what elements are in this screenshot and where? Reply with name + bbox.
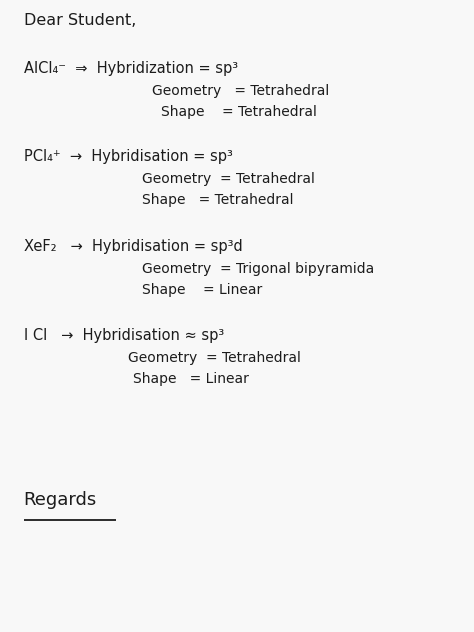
Text: Shape   = Tetrahedral: Shape = Tetrahedral: [142, 193, 294, 207]
Text: Geometry  = Tetrahedral: Geometry = Tetrahedral: [142, 173, 315, 186]
Text: Regards: Regards: [24, 491, 97, 509]
Text: PCl₄⁺  →  Hybridisation = sp³: PCl₄⁺ → Hybridisation = sp³: [24, 149, 233, 164]
Text: Dear Student,: Dear Student,: [24, 13, 136, 28]
Text: Geometry   = Tetrahedral: Geometry = Tetrahedral: [152, 84, 329, 98]
Text: XeF₂   →  Hybridisation = sp³d: XeF₂ → Hybridisation = sp³d: [24, 239, 242, 254]
Text: Geometry  = Trigonal bipyramida: Geometry = Trigonal bipyramida: [142, 262, 374, 276]
Text: Shape   = Linear: Shape = Linear: [133, 372, 248, 386]
Text: Shape    = Tetrahedral: Shape = Tetrahedral: [161, 105, 317, 119]
Text: AlCl₄⁻  ⇒  Hybridization = sp³: AlCl₄⁻ ⇒ Hybridization = sp³: [24, 61, 238, 76]
Text: I Cl   →  Hybridisation ≈ sp³: I Cl → Hybridisation ≈ sp³: [24, 328, 224, 343]
Text: Geometry  = Tetrahedral: Geometry = Tetrahedral: [128, 351, 301, 365]
Text: Shape    = Linear: Shape = Linear: [142, 283, 263, 297]
